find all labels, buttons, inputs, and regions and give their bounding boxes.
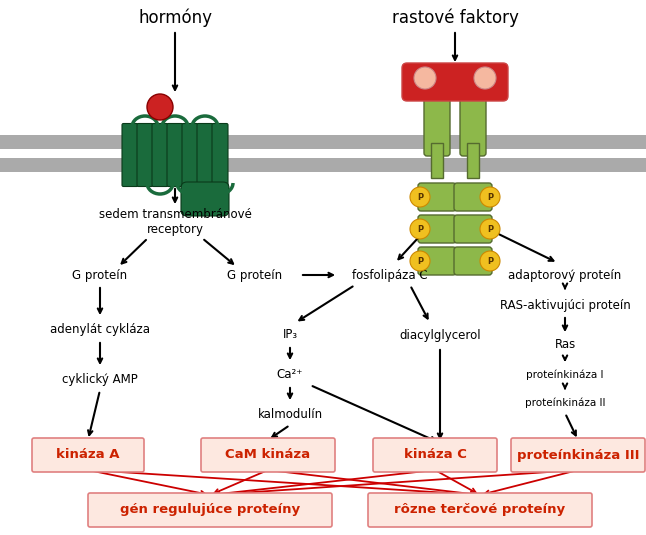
Circle shape: [410, 251, 430, 271]
FancyBboxPatch shape: [418, 215, 456, 243]
FancyBboxPatch shape: [212, 124, 228, 187]
Text: P: P: [417, 225, 423, 233]
FancyBboxPatch shape: [402, 63, 508, 101]
Text: P: P: [487, 225, 493, 233]
Text: rôzne terčové proteíny: rôzne terčové proteíny: [395, 503, 565, 516]
FancyBboxPatch shape: [181, 182, 229, 216]
Text: adenylát cykláza: adenylát cykláza: [50, 324, 150, 337]
Bar: [0, 135, 646, 149]
Text: proteínkináza III: proteínkináza III: [517, 448, 640, 462]
Circle shape: [147, 94, 173, 120]
Circle shape: [474, 67, 496, 89]
Circle shape: [480, 219, 500, 239]
Text: P: P: [417, 193, 423, 202]
FancyBboxPatch shape: [454, 215, 492, 243]
FancyBboxPatch shape: [368, 493, 592, 527]
Text: P: P: [487, 193, 493, 202]
FancyBboxPatch shape: [454, 247, 492, 275]
Text: Ras: Ras: [554, 339, 576, 351]
Text: sedem transmembránové
receptory: sedem transmembránové receptory: [99, 208, 251, 236]
Text: fosfolipáza C: fosfolipáza C: [352, 269, 428, 281]
FancyBboxPatch shape: [167, 124, 183, 187]
Text: P: P: [487, 256, 493, 265]
Text: proteínkináza II: proteínkináza II: [525, 398, 605, 408]
FancyBboxPatch shape: [201, 438, 335, 472]
Bar: [0, 158, 646, 172]
FancyBboxPatch shape: [197, 124, 213, 187]
Text: G proteín: G proteín: [72, 269, 127, 281]
Text: kináza C: kináza C: [404, 448, 466, 462]
FancyBboxPatch shape: [373, 438, 497, 472]
FancyBboxPatch shape: [152, 124, 168, 187]
FancyBboxPatch shape: [122, 124, 138, 187]
Text: G proteín: G proteín: [227, 269, 282, 281]
Text: P: P: [417, 256, 423, 265]
Bar: [467, 143, 479, 178]
Circle shape: [480, 251, 500, 271]
FancyBboxPatch shape: [88, 493, 332, 527]
Text: adaptorový proteín: adaptorový proteín: [508, 269, 621, 281]
Text: Ca²⁺: Ca²⁺: [277, 369, 303, 381]
FancyBboxPatch shape: [454, 183, 492, 211]
FancyBboxPatch shape: [424, 70, 450, 156]
Circle shape: [410, 187, 430, 207]
Text: RAS-aktivujúci proteín: RAS-aktivujúci proteín: [499, 299, 630, 311]
FancyBboxPatch shape: [511, 438, 645, 472]
Bar: [431, 143, 443, 178]
Text: rastové faktory: rastové faktory: [391, 9, 519, 27]
Text: hormóny: hormóny: [138, 9, 212, 27]
Text: kalmodulín: kalmodulín: [258, 409, 322, 422]
Text: IP₃: IP₃: [282, 328, 298, 341]
FancyBboxPatch shape: [418, 247, 456, 275]
Text: proteínkináza I: proteínkináza I: [526, 370, 604, 380]
FancyBboxPatch shape: [32, 438, 144, 472]
Circle shape: [410, 219, 430, 239]
Circle shape: [414, 67, 436, 89]
FancyBboxPatch shape: [418, 183, 456, 211]
FancyBboxPatch shape: [182, 124, 198, 187]
Circle shape: [480, 187, 500, 207]
FancyBboxPatch shape: [460, 70, 486, 156]
Text: kináza A: kináza A: [56, 448, 120, 462]
Text: diacylglycerol: diacylglycerol: [399, 328, 481, 341]
FancyBboxPatch shape: [137, 124, 153, 187]
Text: CaM kináza: CaM kináza: [225, 448, 311, 462]
Text: cyklický AMP: cyklický AMP: [62, 373, 138, 386]
Text: gén regulujúce proteíny: gén regulujúce proteíny: [120, 503, 300, 516]
